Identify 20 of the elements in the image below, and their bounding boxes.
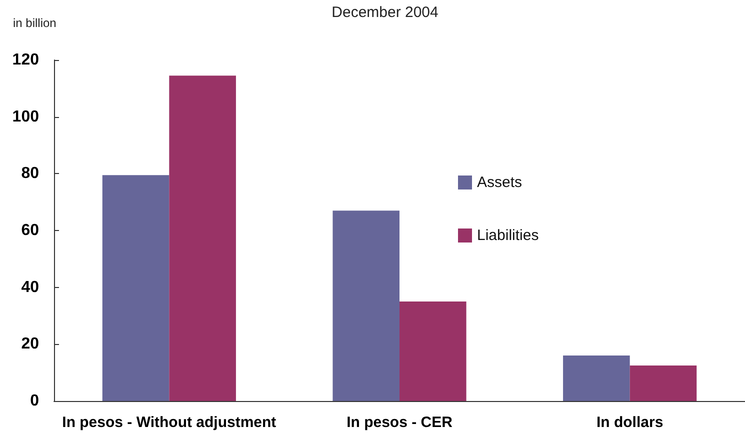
bar (400, 302, 466, 401)
y-tick-label: 0 (30, 392, 40, 410)
x-tick-label: In pesos - CER (346, 414, 453, 431)
y-tick-label: 60 (21, 222, 40, 239)
bar (169, 76, 236, 401)
bar (563, 356, 630, 401)
y-axis-title: in billion (13, 16, 56, 30)
x-tick-label: In dollars (596, 414, 664, 431)
bar (102, 175, 170, 401)
y-tick-label: 80 (21, 165, 40, 182)
legend-label: Liabilities (477, 227, 539, 244)
chart-title: December 2004 (332, 4, 438, 21)
y-tick-label: 120 (12, 52, 40, 68)
y-tick-label: 20 (21, 336, 40, 353)
y-tick-label: 100 (12, 108, 40, 126)
legend-label: Assets (477, 174, 522, 191)
bar (630, 365, 697, 401)
y-tick-label: 40 (21, 278, 40, 296)
x-tick-label: In pesos - Without adjustment (62, 414, 276, 431)
bar (332, 210, 400, 401)
